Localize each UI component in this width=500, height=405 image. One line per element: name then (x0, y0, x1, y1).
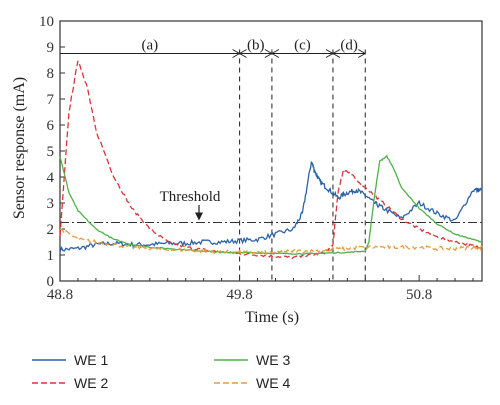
y-tick-label: 1 (47, 248, 55, 264)
x-axis-title: Time (s) (245, 309, 299, 326)
y-tick-label: 7 (47, 92, 55, 108)
legend: WE 1 WE 2 WE 3 WE 4 (32, 352, 290, 391)
y-tick-label: 3 (47, 196, 55, 212)
threshold-arrow-head (195, 212, 203, 221)
plot-area: 0 1 2 3 4 5 6 7 8 9 10 48.8 49.8 50.8 (a) (b) (c) (d) Thre… (39, 14, 483, 303)
region-label: (d) (340, 38, 358, 54)
y-tick-label: 8 (47, 66, 55, 82)
series-line-we-3 (59, 154, 483, 255)
y-tick-label: 2 (47, 222, 55, 238)
y-tick-label: 9 (47, 40, 55, 56)
region-arrow-head (232, 49, 240, 58)
y-tick-label: 5 (47, 144, 55, 160)
region-arrow-tail (271, 49, 280, 58)
series-line-we-1 (59, 161, 483, 253)
region-arrow-tail (332, 49, 341, 58)
region-arrow-head (358, 49, 366, 58)
y-axis-title: Sensor response (mA) (11, 77, 28, 219)
region-label: (c) (294, 38, 311, 54)
legend-label: WE 4 (256, 375, 290, 391)
region-label: (b) (247, 38, 265, 54)
threshold-label: Threshold (160, 189, 221, 205)
legend-label: WE 2 (74, 375, 108, 391)
region-arrow-head (325, 49, 334, 58)
y-tick-label: 10 (39, 14, 54, 30)
y-tick-label: 4 (47, 170, 55, 186)
x-tick-label: 48.8 (47, 287, 73, 303)
y-tick-label: 0 (47, 274, 55, 290)
region-label: (a) (141, 38, 158, 54)
x-tick-label: 49.8 (226, 287, 252, 303)
legend-label: WE 3 (256, 352, 290, 368)
region-arrow-head (264, 49, 273, 58)
region-arrow-tail (239, 49, 247, 58)
x-tick-label: 50.8 (406, 287, 432, 303)
series-line-we-2 (59, 60, 483, 260)
y-tick-label: 6 (47, 118, 55, 134)
legend-label: WE 1 (74, 352, 108, 368)
